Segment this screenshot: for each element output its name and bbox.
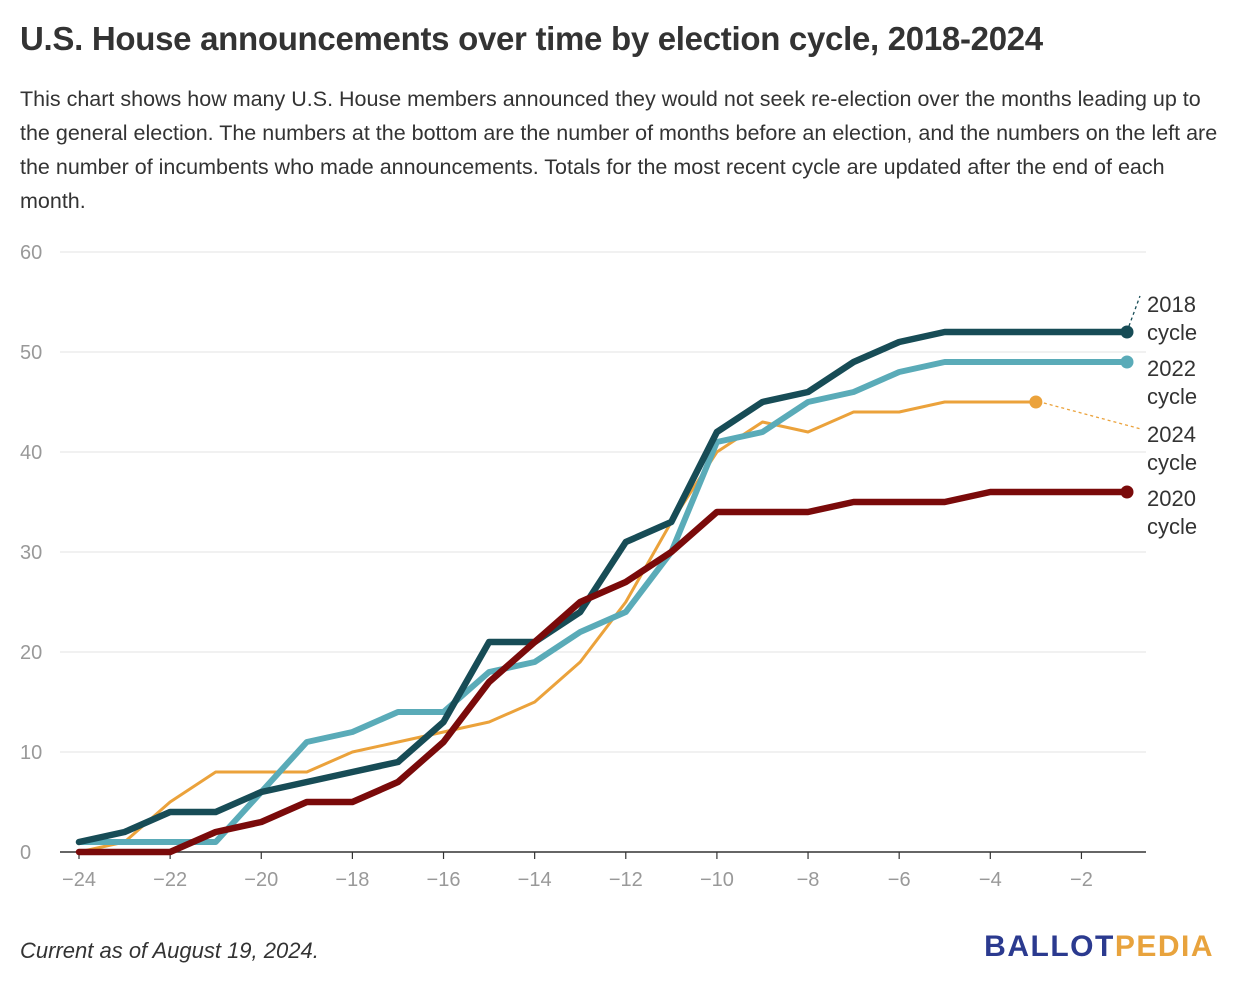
y-tick-label: 60	[20, 242, 42, 264]
series-label-2020-year: 2020	[1147, 486, 1196, 511]
x-tick-label: −2	[1070, 869, 1093, 891]
x-tick-label: −10	[700, 869, 734, 891]
series-line-2024	[77, 400, 1038, 854]
x-tick-label: −20	[244, 869, 278, 891]
series-label-2024-cycle: cycle	[1147, 450, 1197, 475]
x-tick-label: −24	[62, 869, 96, 891]
chart-description: This chart shows how many U.S. House mem…	[20, 87, 1218, 213]
series-line-2022	[76, 359, 1130, 845]
y-tick-label: 30	[20, 542, 42, 564]
chart-title: U.S. House announcements over time by el…	[20, 20, 1043, 57]
logo-text-pedia: PEDIA	[1114, 930, 1214, 963]
series-label-2022-year: 2022	[1147, 356, 1196, 381]
series-end-marker-2020	[1120, 485, 1134, 499]
x-tick-label: −22	[153, 869, 187, 891]
series-label-2018-cycle: cycle	[1147, 320, 1197, 345]
series-line-2018	[75, 328, 1131, 846]
series-label-2024-year: 2024	[1147, 422, 1196, 447]
x-tick-label: −16	[427, 869, 461, 891]
y-tick-label: 0	[20, 842, 31, 864]
series-end-marker-2024	[1029, 395, 1043, 409]
x-tick-label: −18	[335, 869, 369, 891]
label-connector-2024	[1043, 402, 1142, 430]
line-chart: 0 10 20 30 40 50 60 −24 −22 −20 −18 −16 −14 −12 −10 −8 −…	[20, 242, 1197, 891]
label-connector-2018	[1128, 295, 1141, 327]
x-tick-label: −12	[609, 869, 643, 891]
x-tick-label: −8	[797, 869, 820, 891]
x-tick-label: −4	[979, 869, 1002, 891]
series-label-2022-cycle: cycle	[1147, 384, 1197, 409]
series-label-2020-cycle: cycle	[1147, 514, 1197, 539]
y-tick-label: 20	[20, 642, 42, 664]
y-tick-label: 40	[20, 442, 42, 464]
series-label-2018-year: 2018	[1147, 292, 1196, 317]
series-end-marker-2018	[1120, 325, 1134, 339]
x-tick-label: −14	[518, 869, 552, 891]
current-as-of-note: Current as of August 19, 2024.	[20, 938, 319, 963]
ballotpedia-logo[interactable]: BALLOTPEDIA	[984, 930, 1214, 964]
series-end-marker-2022	[1120, 355, 1134, 369]
y-tick-label: 50	[20, 342, 42, 364]
logo-text-ballot: BALLOT	[984, 930, 1115, 963]
x-tick-label: −6	[888, 869, 911, 891]
series-line-2020	[75, 488, 1131, 856]
y-tick-label: 10	[20, 742, 42, 764]
